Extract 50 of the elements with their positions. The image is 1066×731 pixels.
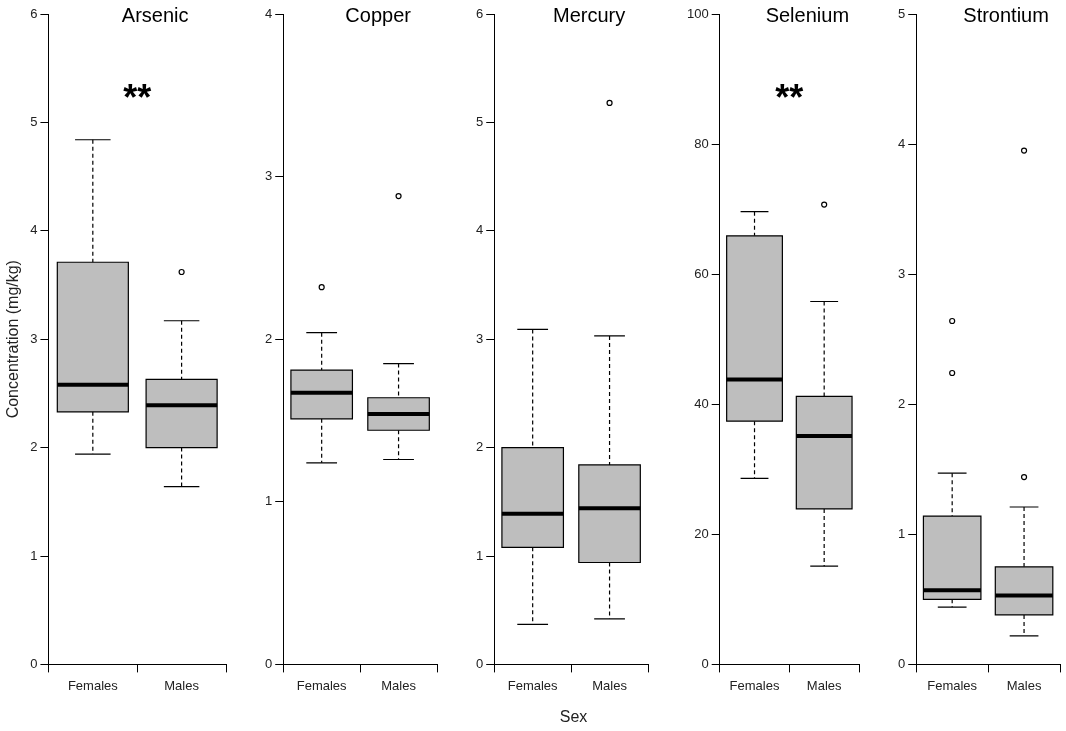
annotation: ** xyxy=(123,76,152,118)
y-tick-label: 0 xyxy=(701,655,709,671)
x-tick-label: Males xyxy=(592,677,628,693)
x-tick-label: Males xyxy=(1006,677,1042,693)
y-tick-label: 2 xyxy=(898,395,906,411)
y-tick-label: 1 xyxy=(476,547,484,563)
y-tick-label: 60 xyxy=(694,265,709,281)
y-tick-label: 100 xyxy=(686,5,709,21)
y-tick-label: 6 xyxy=(476,5,484,21)
y-tick-label: 4 xyxy=(898,135,906,151)
x-tick-label: Males xyxy=(164,677,200,693)
y-tick-label: 6 xyxy=(30,5,38,21)
y-tick-label: 0 xyxy=(30,655,38,671)
chart-title: Strontium xyxy=(963,3,1049,26)
y-tick-label: 3 xyxy=(30,330,38,346)
y-tick-label: 0 xyxy=(898,655,906,671)
chart-title: Copper xyxy=(345,3,412,26)
x-tick-label: Males xyxy=(806,677,843,693)
y-tick-label: 1 xyxy=(30,547,38,563)
chart-title: Mercury xyxy=(553,3,626,26)
y-tick-label: 2 xyxy=(476,439,484,455)
x-tick-label: Females xyxy=(296,677,348,693)
y-tick-label: 1 xyxy=(265,493,273,509)
x-axis-title: Sex xyxy=(558,708,589,726)
x-tick-label: Females xyxy=(729,677,780,693)
y-tick-label: 5 xyxy=(476,113,484,129)
y-tick-label: 0 xyxy=(265,655,273,671)
y-tick-label: 1 xyxy=(898,525,906,541)
x-tick-label: Females xyxy=(67,677,119,693)
x-tick-label: Females xyxy=(507,677,559,693)
x-tick-label: Females xyxy=(927,677,978,693)
y-tick-label: 4 xyxy=(30,222,38,238)
y-tick-label: 20 xyxy=(694,525,709,541)
y-tick-label: 2 xyxy=(265,330,273,346)
annotation: ** xyxy=(775,76,804,118)
y-tick-label: 80 xyxy=(694,135,709,151)
y-tick-label: 3 xyxy=(898,265,906,281)
y-tick-label: 4 xyxy=(265,5,273,21)
y-tick-label: 3 xyxy=(476,330,484,346)
chart-title: Selenium xyxy=(765,3,850,26)
y-tick-label: 5 xyxy=(30,113,38,129)
y-tick-label: 2 xyxy=(30,439,38,455)
chart-title: Arsenic xyxy=(121,3,189,26)
y-axis-title: Concentration (mg/kg) xyxy=(4,260,22,419)
y-tick-label: 40 xyxy=(694,395,709,411)
y-tick-label: 0 xyxy=(476,655,484,671)
y-tick-label: 5 xyxy=(898,5,906,21)
x-tick-label: Males xyxy=(381,677,417,693)
y-tick-label: 3 xyxy=(265,168,273,184)
y-tick-label: 4 xyxy=(476,222,484,238)
